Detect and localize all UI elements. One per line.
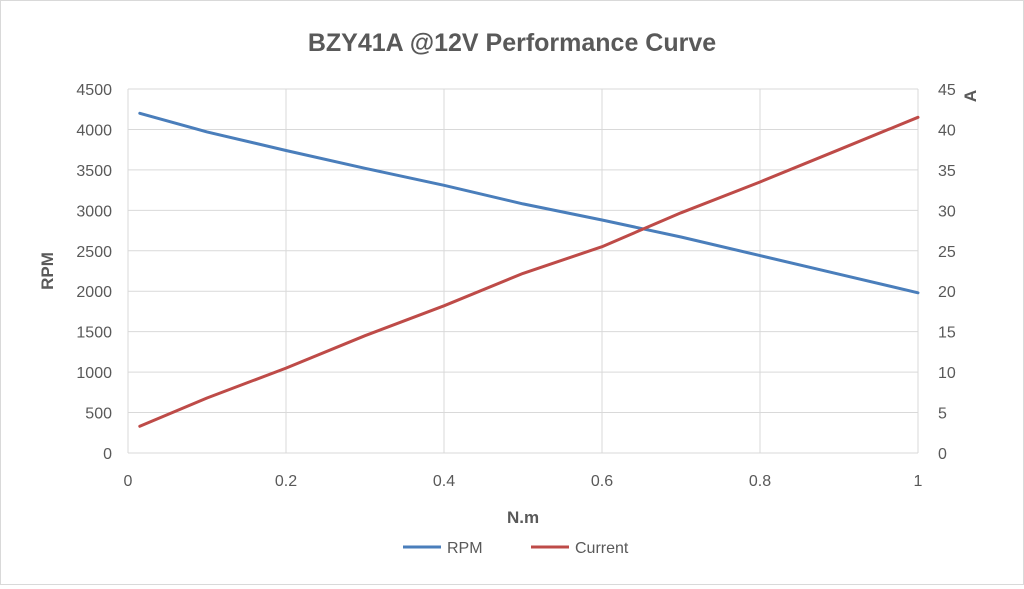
series-line-current [140,117,918,426]
x-tick-label: 0.2 [275,473,297,490]
x-axis-ticks: 0 0.2 0.4 0.6 0.8 1 [124,473,923,490]
x-tick-label: 1 [914,473,923,490]
x-tick-label: 0.8 [749,473,771,490]
y-tick-label: 3500 [76,163,112,180]
legend-label-current: Current [575,540,629,557]
x-tick-label: 0 [124,473,133,490]
x-tick-label: 0.4 [433,473,455,490]
series-lines [140,113,918,426]
x-tick-label: 0.6 [591,473,613,490]
y-tick-label: 2000 [76,284,112,301]
y2-axis-title: A [961,90,980,102]
y2-tick-label: 20 [938,284,956,301]
y-tick-label: 2500 [76,244,112,261]
y-axis-title: RPM [38,252,57,290]
y2-tick-label: 45 [938,82,956,99]
y2-tick-label: 25 [938,244,956,261]
gridlines [128,89,918,453]
chart-title: BZY41A @12V Performance Curve [308,29,716,57]
y-tick-label: 0 [103,446,112,463]
legend-label-rpm: RPM [447,540,483,557]
legend: RPM Current [403,540,629,557]
y-tick-label: 1000 [76,365,112,382]
y-axis-ticks: 0 500 1000 1500 2000 2500 3000 3500 4000 4500 [76,82,112,463]
y-tick-label: 1500 [76,325,112,342]
y2-tick-label: 0 [938,446,947,463]
y2-tick-label: 40 [938,122,956,139]
y2-tick-label: 5 [938,406,947,423]
y-tick-label: 3000 [76,203,112,220]
y2-tick-label: 15 [938,325,956,342]
y2-tick-label: 10 [938,365,956,382]
y-tick-label: 4000 [76,122,112,139]
x-axis-title: N.m [507,508,539,527]
y-tick-label: 4500 [76,82,112,99]
y2-tick-label: 30 [938,203,956,220]
y-tick-label: 500 [85,406,112,423]
y2-axis-ticks: 0 5 10 15 20 25 30 35 40 45 [938,82,956,463]
y2-tick-label: 35 [938,163,956,180]
series-line-rpm [140,113,918,292]
